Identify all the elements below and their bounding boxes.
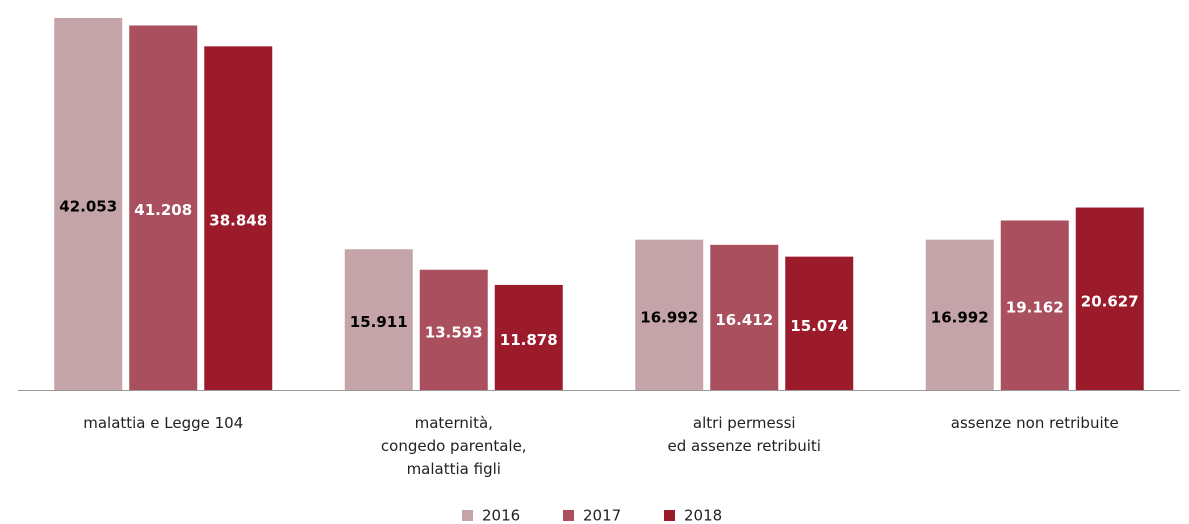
bar [925, 239, 994, 390]
bar [785, 256, 854, 390]
bar [494, 284, 563, 390]
x-tick-label: assenze non retribuite [951, 414, 1119, 432]
value-label: 13.593 [425, 323, 483, 341]
x-tick-label: malattia e Legge 104 [83, 414, 243, 432]
bar [1075, 207, 1144, 390]
x-tick-label: maternità, congedo parentale, malattia fig… [381, 414, 527, 478]
bar [344, 249, 413, 390]
value-label: 42.053 [59, 198, 117, 216]
bar [54, 18, 123, 390]
legend-label: 2018 [684, 507, 722, 524]
bar [710, 244, 779, 390]
value-label: 11.878 [500, 331, 558, 349]
legend-label: 2016 [482, 507, 520, 524]
x-tick-label: altri permessi ed assenze retribuiti [668, 414, 821, 455]
value-label: 16.992 [640, 308, 698, 326]
value-label: 15.074 [790, 317, 848, 335]
bar [1000, 220, 1069, 390]
bar [204, 46, 273, 390]
value-label: 16.412 [715, 311, 773, 329]
bar [635, 239, 704, 390]
legend-swatch [664, 510, 675, 521]
value-label: 15.911 [350, 313, 408, 331]
value-label: 16.992 [931, 308, 989, 326]
bar [129, 25, 198, 390]
bar [419, 269, 488, 390]
value-label: 38.848 [209, 212, 267, 230]
legend-label: 2017 [583, 507, 621, 524]
value-label: 19.162 [1006, 299, 1064, 317]
value-label: 41.208 [134, 201, 192, 219]
value-label: 20.627 [1081, 292, 1139, 310]
legend-swatch [462, 510, 473, 521]
legend-swatch [563, 510, 574, 521]
